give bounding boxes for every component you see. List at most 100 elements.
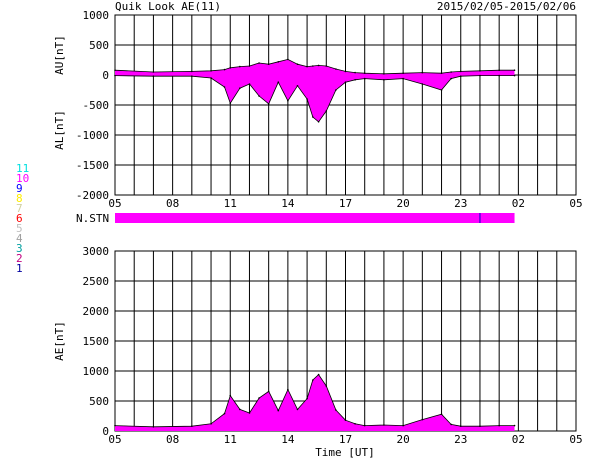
au-point: [191, 70, 193, 73]
au-axis-label: AU[nT]: [53, 35, 66, 75]
ae-axis-label: AE[nT]: [53, 321, 66, 361]
au-point: [277, 61, 280, 63]
ae-point: [421, 418, 424, 421]
station-legend-item: 6: [16, 212, 23, 225]
ae-point: [296, 408, 299, 411]
au-point: [258, 62, 260, 64]
al-point: [513, 74, 516, 77]
au-al-x-tick-label: 11: [224, 197, 237, 210]
ae-point: [450, 423, 452, 426]
au-point: [498, 69, 500, 71]
panel-frame: [114, 14, 577, 196]
ae-point: [354, 423, 356, 425]
station-count-panel: [115, 213, 515, 223]
ae-point: [267, 390, 270, 393]
au-point: [354, 71, 356, 74]
au-point: [296, 63, 299, 65]
au-point: [402, 72, 404, 74]
au-point: [440, 72, 443, 74]
ae-x-tick-label: 17: [339, 433, 352, 446]
al-point: [344, 81, 347, 83]
ae-point: [191, 425, 193, 428]
ae-y-tick-label: 1500: [83, 335, 110, 348]
au-point: [317, 64, 320, 67]
ae-x-tick-label: 02: [512, 433, 525, 446]
au-point: [421, 71, 424, 74]
station-count-label: N.STN: [76, 212, 109, 225]
au-point: [335, 68, 337, 70]
au-al-x-tick-label: 08: [166, 197, 179, 210]
al-point: [152, 75, 155, 77]
ae-point: [479, 425, 481, 428]
al-point: [248, 83, 251, 85]
au-point: [239, 65, 241, 68]
ae-y-tick-label: 1000: [83, 365, 110, 378]
al-point: [229, 102, 232, 104]
au-al-x-tick-label: 05: [569, 197, 582, 210]
al-point: [239, 87, 241, 89]
au-line: [114, 58, 515, 75]
au-point: [267, 63, 270, 65]
station-legend-item: 9: [16, 182, 23, 195]
au-point: [114, 69, 116, 71]
station-legend-item: 4: [16, 232, 23, 245]
al-point: [223, 86, 226, 88]
al-point: [450, 77, 452, 80]
au-point: [229, 67, 232, 69]
al-point: [312, 116, 314, 118]
al-point: [210, 77, 212, 79]
ae-y-tick-label: 2500: [83, 275, 110, 288]
au-point: [312, 65, 314, 67]
ae-x-tick-label: 20: [397, 433, 410, 446]
au-point: [325, 65, 328, 67]
ae-point: [459, 425, 462, 428]
ae-point: [277, 409, 280, 412]
al-point: [440, 89, 443, 91]
al-point: [267, 103, 270, 105]
station-legend-item: 2: [16, 252, 23, 265]
au-point: [306, 65, 308, 68]
ae-point: [383, 424, 385, 426]
al-point: [325, 110, 328, 112]
au-point: [152, 71, 155, 73]
ae-point: [306, 397, 308, 400]
au-al-envelope-area: [115, 59, 515, 122]
al-point: [191, 75, 193, 77]
al-point: [335, 89, 337, 91]
au-point: [459, 70, 462, 73]
au-point: [513, 69, 516, 71]
station-legend-item: 10: [16, 172, 29, 185]
au-point: [223, 68, 226, 71]
ae-x-tick-label: 05: [569, 433, 582, 446]
ae-y-tick-label: 3000: [83, 245, 110, 258]
au-al-x-tick-label: 20: [397, 197, 410, 210]
station-legend-item: 11: [16, 162, 29, 175]
au-point: [210, 70, 212, 72]
ae-point: [312, 379, 314, 381]
station-legend-item: 7: [16, 202, 23, 215]
ae-x-tick-label: 23: [454, 433, 467, 446]
date-range: 2015/02/05-2015/02/06: [437, 0, 576, 13]
ae-point: [210, 423, 212, 425]
ae-point: [325, 385, 328, 387]
ae-point: [335, 409, 337, 411]
au-point: [450, 71, 452, 73]
ae-point: [239, 408, 241, 411]
ae-point: [114, 424, 116, 427]
station-legend-item: 1: [16, 262, 23, 275]
au-point: [248, 65, 251, 67]
ae-point: [317, 373, 320, 376]
au-point: [383, 73, 385, 75]
plot-title: Quik Look AE(11): [115, 0, 221, 13]
ae-point: [513, 424, 516, 427]
au-al-y-tick-label: -1500: [76, 159, 109, 172]
al-point: [306, 98, 308, 100]
ae-point: [152, 426, 155, 428]
al-point: [459, 75, 462, 77]
station-count-bar: [115, 213, 515, 223]
ae-point: [223, 412, 226, 415]
au-point: [287, 58, 289, 61]
ae-x-tick-label: 11: [224, 433, 237, 446]
